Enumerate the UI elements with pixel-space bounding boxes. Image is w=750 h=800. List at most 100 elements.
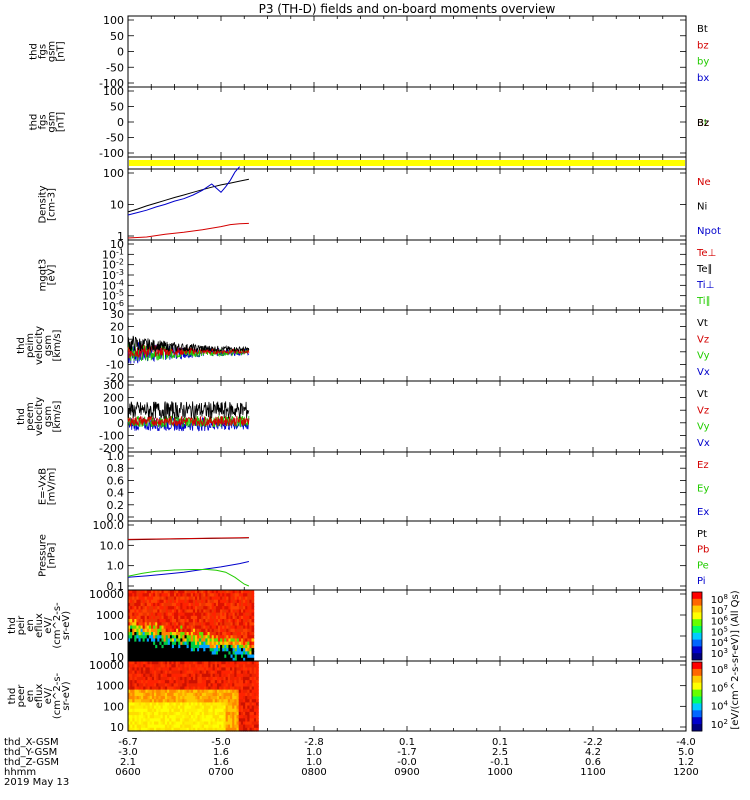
spectrogram-cell <box>157 644 160 649</box>
spectrogram-cell <box>230 651 234 656</box>
spectrogram-cell <box>212 683 216 688</box>
spectrogram-cell <box>165 612 169 617</box>
legend-entry: Vy <box>697 351 710 362</box>
spectrogram-cell <box>138 711 142 716</box>
spectrogram-cell <box>151 664 155 668</box>
spectrogram-cell <box>177 708 181 713</box>
spectrogram-cell <box>208 718 212 723</box>
spectrogram-cell <box>143 661 146 665</box>
spectrogram-cell <box>162 715 166 719</box>
spectrogram-cell <box>130 705 133 710</box>
spectrogram-cell <box>159 602 163 607</box>
spectrogram-cell <box>141 686 144 691</box>
spectrogram-cell <box>140 609 144 614</box>
spectrogram-cell <box>209 590 213 594</box>
spectrogram-cell <box>197 625 200 630</box>
spectrogram-cell <box>213 599 217 604</box>
spectrogram-cell <box>238 641 242 646</box>
spectrogram-cell <box>132 648 135 652</box>
spectrogram-cell <box>147 676 151 681</box>
spectrogram-cell <box>184 686 188 691</box>
spectrogram-cell <box>153 619 156 623</box>
spectrogram-cell <box>176 596 179 601</box>
spectrogram-cell <box>218 602 221 607</box>
spectrogram-cell <box>155 612 158 617</box>
spectrogram-cell <box>238 635 242 639</box>
spectrogram-cell <box>159 641 163 646</box>
velocity-trace <box>127 415 250 432</box>
spectrogram-cell <box>174 651 177 656</box>
spectrogram-cell <box>230 683 233 688</box>
spectrogram-cell <box>158 702 162 707</box>
spectrogram-cell <box>167 715 170 719</box>
spectrogram-cell <box>218 641 221 646</box>
colorbar-swatch <box>692 605 702 613</box>
spectrogram-cell <box>201 648 204 652</box>
spectrogram-cell <box>167 683 170 688</box>
spectrogram-cell <box>164 696 168 700</box>
spectrogram-cell <box>247 609 250 614</box>
spectrogram-cell <box>256 702 259 707</box>
spectrogram-cell <box>201 596 204 601</box>
spectrogram-cell <box>136 711 140 716</box>
spectrogram-cell <box>155 593 158 597</box>
spectrogram-cell <box>188 590 192 594</box>
spectrogram-cell <box>243 619 246 623</box>
spectrogram-cell <box>136 619 140 623</box>
spectrogram-cell <box>142 596 146 601</box>
y-axis-label: [nPa] <box>47 542 58 568</box>
spectrogram-cell <box>209 593 213 597</box>
spectrogram-cell <box>225 705 229 710</box>
spectrogram-cell <box>234 606 238 610</box>
spectrogram-cell <box>134 654 137 659</box>
spectrogram-cell <box>227 670 231 675</box>
spectrogram-cell <box>182 676 186 681</box>
spectrogram-cell <box>171 651 175 656</box>
spectrogram-cell <box>178 657 181 662</box>
spectrogram-cell <box>156 686 159 691</box>
spectrogram-cell <box>138 593 142 597</box>
spectrogram-cell <box>240 692 244 697</box>
time-axis-value: 0800 <box>301 767 326 778</box>
spectrogram-cell <box>167 609 171 614</box>
spectrogram-cell <box>234 612 238 617</box>
spectrogram-cell <box>214 727 218 732</box>
spectrogram-cell <box>171 628 175 633</box>
spectrogram-cell <box>205 638 209 643</box>
spectrogram-cell <box>176 648 179 652</box>
spectrogram-cell <box>249 590 253 594</box>
spectrogram-cell <box>171 622 175 627</box>
spectrogram-cell <box>197 609 200 614</box>
spectrogram-cell <box>207 641 211 646</box>
spectrogram-cell <box>220 609 223 614</box>
spectrogram-cell <box>144 619 148 623</box>
spectrogram-cell <box>253 721 257 726</box>
spectrogram-cell <box>130 676 133 681</box>
spectrogram-cell <box>188 676 192 681</box>
spectrogram-cell <box>238 721 242 726</box>
y-axis-label: gsm <box>43 406 54 427</box>
spectrogram-cell <box>190 705 194 710</box>
spectrogram-cell <box>128 661 131 665</box>
spectrogram-cell <box>154 727 157 732</box>
spectrogram-cell <box>130 661 133 665</box>
spectrogram-cell <box>199 638 202 643</box>
spectrogram-cell <box>209 596 213 601</box>
spectrogram-cell <box>182 648 186 652</box>
spectrogram-cell <box>212 661 216 665</box>
spectrogram-cell <box>201 702 205 707</box>
spectrogram-cell <box>164 680 168 684</box>
spectrogram-cell <box>148 609 152 614</box>
spectrogram-cell <box>247 702 251 707</box>
spectrogram-cell <box>241 644 244 649</box>
spectrogram-cell <box>208 676 212 681</box>
spectrogram-cell <box>158 683 162 688</box>
spectrogram-cell <box>225 676 229 681</box>
spectrogram-cell <box>186 622 190 627</box>
spectrogram-cell <box>128 596 131 601</box>
spectrogram-cell <box>238 699 242 703</box>
spectrogram-cell <box>190 696 194 700</box>
y-tick-label: 0 <box>117 346 124 359</box>
spectrogram-cell <box>249 676 253 681</box>
spectrogram-cell <box>227 699 231 703</box>
